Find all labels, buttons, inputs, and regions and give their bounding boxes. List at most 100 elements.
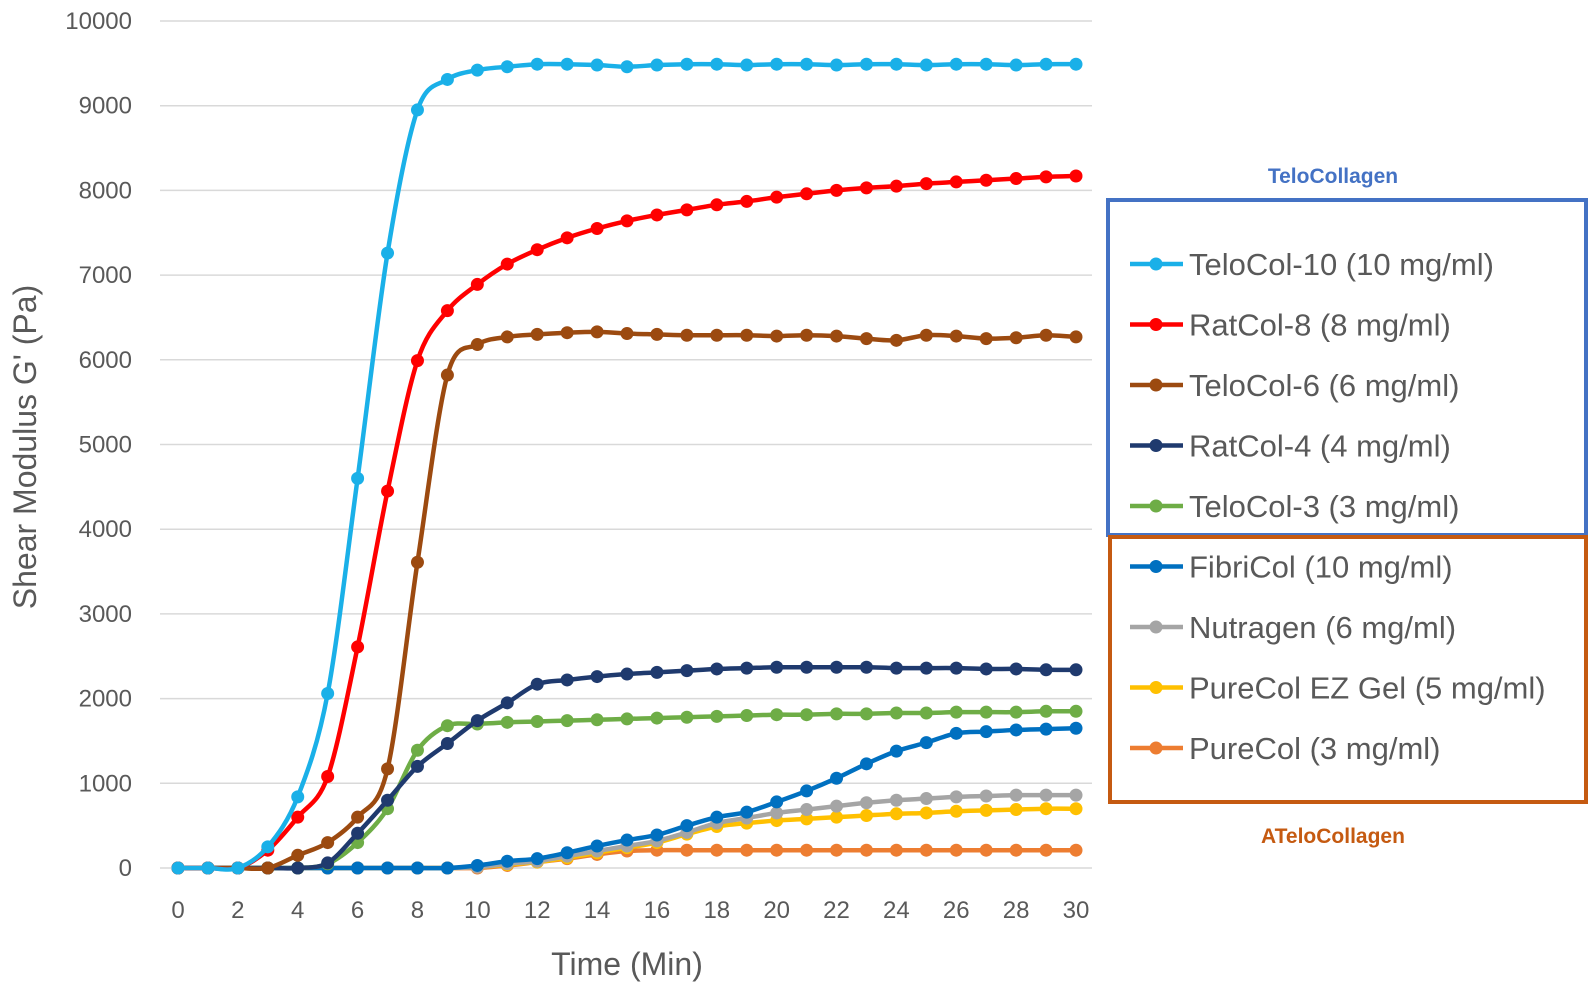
data-point (889, 57, 903, 71)
series-6 (171, 788, 1083, 875)
data-point (1039, 57, 1053, 71)
data-point (321, 856, 335, 870)
data-point (710, 57, 724, 71)
data-point (740, 805, 754, 819)
data-point (800, 784, 814, 798)
data-point (800, 328, 814, 342)
data-point (859, 181, 873, 195)
data-point (710, 198, 724, 212)
data-point (1009, 705, 1023, 719)
data-point (949, 726, 963, 740)
data-point (650, 58, 664, 72)
data-point (770, 708, 784, 722)
legend-label: TeloCol-3 (3 mg/ml) (1189, 489, 1459, 524)
data-point (1009, 803, 1023, 817)
data-point (800, 187, 814, 201)
data-point (859, 796, 873, 810)
data-point (560, 57, 574, 71)
data-point (470, 714, 484, 728)
data-point (440, 719, 454, 733)
data-point (381, 762, 395, 776)
data-point (710, 709, 724, 723)
data-point (1039, 802, 1053, 816)
data-point (650, 665, 664, 679)
data-point (440, 861, 454, 875)
legend-label: PureCol EZ Gel (5 mg/ml) (1189, 671, 1546, 706)
y-tick-label: 0 (119, 855, 132, 882)
legend-swatch-marker (1149, 560, 1163, 573)
data-point (560, 326, 574, 340)
data-point (919, 806, 933, 820)
legend-item: TeloCol-10 (10 mg/ml) (1130, 247, 1494, 282)
data-point (1039, 663, 1053, 677)
data-point (500, 330, 514, 344)
data-point (1069, 843, 1083, 857)
data-point (1039, 328, 1053, 342)
data-point (800, 812, 814, 826)
data-point (410, 759, 424, 773)
data-point (1039, 843, 1053, 857)
x-axis-ticks: 0 2 4 6 8 10 12 14 16 18 20 22 24 26 28 30 (171, 897, 1089, 924)
data-point (500, 696, 514, 710)
data-point (530, 57, 544, 71)
x-tick-label: 14 (584, 897, 611, 924)
x-tick-label: 4 (291, 897, 304, 924)
data-point (201, 861, 215, 875)
data-point (231, 861, 245, 875)
data-point (740, 843, 754, 857)
y-axis-ticks: 0 1000 2000 3000 4000 5000 6000 7000 8000 9000 100… (65, 8, 132, 882)
data-point (530, 714, 544, 728)
data-point (530, 243, 544, 257)
data-point (710, 843, 724, 857)
data-point (291, 861, 305, 875)
data-point (949, 790, 963, 804)
x-tick-label: 2 (231, 897, 244, 924)
data-point (1009, 172, 1023, 186)
x-tick-label: 22 (823, 897, 850, 924)
y-axis-title: Shear Modulus G' (Pa) (7, 285, 43, 609)
series-line (178, 173, 1077, 872)
data-point (830, 329, 844, 343)
data-point (321, 836, 335, 850)
legend-item: PureCol EZ Gel (5 mg/ml) (1130, 671, 1546, 706)
y-tick-label: 7000 (79, 262, 132, 289)
data-point (830, 771, 844, 785)
data-point (530, 327, 544, 341)
legend-item: Nutragen (6 mg/ml) (1130, 610, 1456, 645)
data-point (530, 852, 544, 866)
data-point (859, 808, 873, 822)
y-tick-label: 3000 (79, 601, 132, 628)
data-point (440, 72, 454, 86)
data-point (949, 57, 963, 71)
y-tick-label: 10000 (65, 8, 132, 35)
data-point (500, 257, 514, 271)
data-point (500, 854, 514, 868)
legend-swatch-marker (1149, 620, 1163, 634)
legend-item: FibriCol (10 mg/ml) (1130, 550, 1453, 585)
data-point (440, 304, 454, 318)
y-tick-label: 9000 (79, 93, 132, 120)
data-point (889, 843, 903, 857)
data-point (949, 843, 963, 857)
data-point (800, 708, 814, 722)
data-point (800, 57, 814, 71)
series-group (171, 57, 1083, 875)
data-point (1069, 788, 1083, 802)
legend-item: PureCol (3 mg/ml) (1130, 731, 1441, 766)
data-point (291, 790, 305, 804)
data-point (770, 190, 784, 204)
data-point (410, 861, 424, 875)
data-point (859, 332, 873, 346)
legend-swatch-marker (1149, 439, 1163, 452)
data-point (590, 713, 604, 727)
data-point (1069, 57, 1083, 71)
data-point (381, 861, 395, 875)
legend-item: TeloCol-6 (6 mg/ml) (1130, 368, 1459, 403)
data-point (620, 712, 634, 726)
data-point (680, 843, 694, 857)
x-axis-title: Time (Min) (551, 946, 703, 982)
data-point (949, 661, 963, 675)
data-point (1039, 170, 1053, 184)
data-point (979, 789, 993, 803)
